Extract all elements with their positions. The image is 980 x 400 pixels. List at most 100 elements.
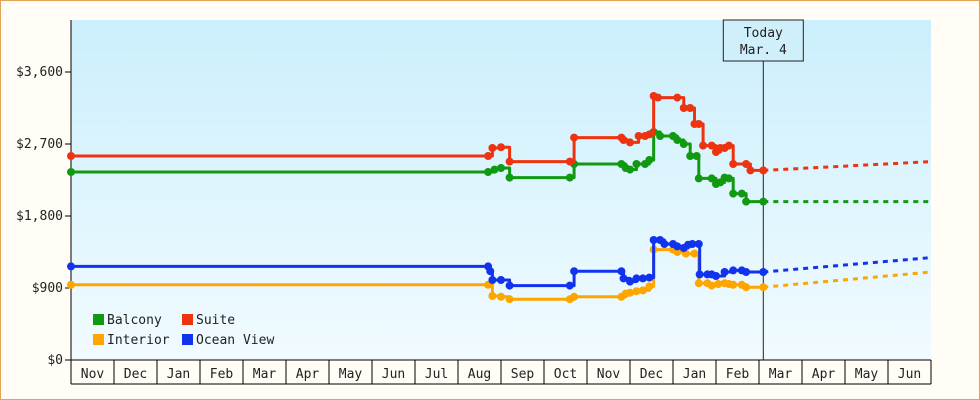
data-point	[742, 283, 751, 292]
x-tick-label: May	[855, 367, 879, 382]
legend-label: Ocean View	[196, 333, 274, 348]
data-point	[505, 173, 514, 182]
today-marker: Today Mar. 4	[722, 19, 804, 360]
data-point	[694, 120, 703, 128]
data-point	[759, 283, 768, 292]
x-tick-label: Mar	[253, 367, 277, 382]
x-tick-label: Jan	[683, 367, 706, 382]
data-point	[632, 160, 641, 168]
x-tick-label: Sep	[511, 367, 535, 382]
data-point	[673, 93, 682, 102]
legend: Balcony Suite Interior Ocean View	[93, 313, 274, 348]
legend-label: Suite	[196, 313, 235, 328]
data-point	[484, 152, 493, 160]
data-point	[742, 268, 751, 276]
legend-label: Interior	[107, 333, 170, 348]
legend-swatch	[93, 334, 104, 345]
data-point	[565, 281, 574, 290]
data-point	[67, 262, 75, 271]
axes: $0 $900 $1,800 $2,700 $3,600 Nov Dec Jan Feb Mar A…	[16, 20, 932, 385]
data-point	[746, 166, 755, 175]
x-tick-label: Apr	[812, 367, 836, 382]
data-point	[565, 157, 574, 166]
data-point	[570, 133, 579, 142]
data-point	[759, 197, 768, 206]
data-point	[645, 282, 654, 291]
data-point	[673, 242, 682, 251]
data-point	[488, 144, 497, 152]
data-point	[638, 274, 647, 283]
data-point	[565, 173, 574, 182]
today-date: Mar. 4	[740, 43, 787, 58]
series-suite	[67, 92, 932, 175]
y-tick-label: $1,800	[16, 209, 63, 224]
y-tick-label: $0	[47, 353, 63, 368]
data-point	[699, 141, 708, 150]
data-point	[724, 141, 733, 150]
data-point	[679, 104, 688, 112]
data-point	[660, 240, 669, 248]
data-point	[490, 165, 499, 174]
series-ocean-view	[67, 236, 932, 290]
x-tick-label: Nov	[597, 367, 621, 382]
data-point	[692, 152, 701, 160]
data-point	[497, 276, 505, 284]
data-point	[505, 157, 514, 166]
data-point	[690, 249, 699, 258]
data-point	[486, 267, 495, 276]
data-point	[505, 281, 514, 290]
x-tick-label: Dec	[124, 367, 147, 382]
data-point	[759, 166, 768, 175]
data-point	[645, 130, 654, 139]
data-point	[707, 281, 716, 290]
x-tick-label: Jul	[425, 367, 448, 382]
data-point	[694, 240, 703, 248]
data-point	[619, 274, 628, 283]
x-tick-label: Jun	[898, 367, 921, 382]
data-point	[707, 174, 716, 183]
data-point	[656, 132, 665, 140]
today-label: Today	[744, 26, 783, 41]
data-point	[632, 287, 641, 296]
data-point	[619, 136, 628, 144]
legend-swatch	[93, 314, 104, 325]
legend-label: Balcony	[107, 313, 162, 328]
x-tick-label: Feb	[210, 367, 234, 382]
x-tick-label: May	[339, 367, 363, 382]
data-point	[638, 286, 647, 295]
data-point	[484, 168, 493, 176]
data-point	[626, 138, 634, 147]
legend-swatch	[182, 314, 193, 325]
x-tick-label: Jan	[167, 367, 190, 382]
data-point	[695, 270, 704, 279]
data-point	[694, 174, 703, 183]
data-point	[729, 160, 738, 168]
data-point	[649, 236, 658, 244]
data-point	[686, 152, 695, 160]
data-point	[497, 164, 505, 172]
data-point	[497, 292, 505, 301]
series	[67, 92, 932, 304]
data-point	[714, 280, 723, 288]
plot-area	[71, 20, 931, 360]
data-point	[653, 93, 662, 102]
data-point	[67, 168, 75, 176]
data-point	[673, 248, 682, 256]
data-point	[688, 240, 697, 248]
data-point	[673, 136, 682, 144]
data-point	[570, 292, 579, 301]
data-point	[505, 295, 514, 304]
data-point	[712, 272, 720, 280]
x-tick-label: Dec	[640, 367, 663, 382]
legend-swatch	[182, 334, 193, 345]
forecast-line-suite	[763, 160, 932, 172]
x-tick-label: Apr	[296, 367, 320, 382]
data-point	[742, 160, 751, 168]
data-point	[720, 268, 729, 276]
y-tick-label: $2,700	[16, 137, 63, 152]
x-tick-label: Aug	[468, 367, 491, 382]
data-point	[626, 277, 634, 286]
x-tick-label: Oct	[554, 367, 577, 382]
data-point	[742, 197, 751, 206]
